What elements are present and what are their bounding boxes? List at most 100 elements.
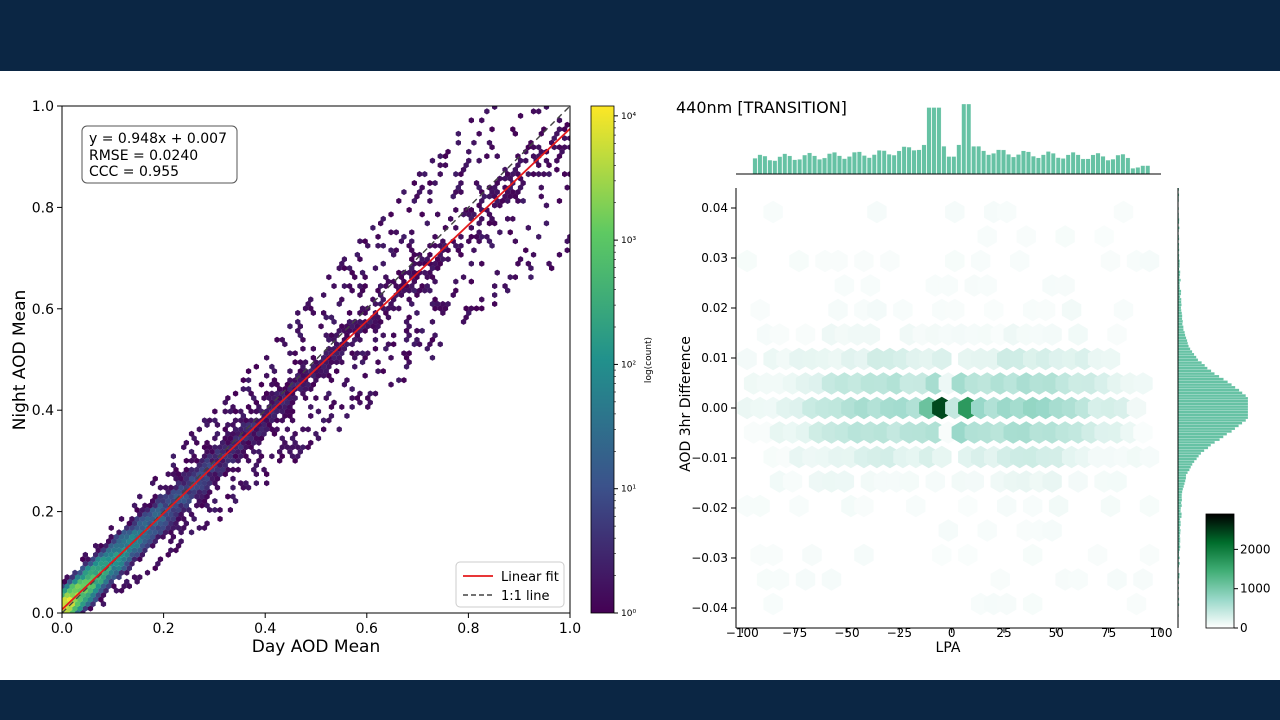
hexbin-cell xyxy=(62,601,65,608)
stats-ccc: CCC = 0.955 xyxy=(89,164,179,180)
top-hist-bar xyxy=(837,155,842,175)
top-hist-bar xyxy=(1130,168,1136,175)
hexbin-cell xyxy=(222,471,228,478)
hexbin-cell xyxy=(69,592,75,599)
right-y-tick-label: 0.03 xyxy=(701,251,728,265)
hexbin-cell xyxy=(473,305,480,312)
hexbin-cell xyxy=(212,417,218,424)
hexbin-cell xyxy=(227,435,233,442)
hexbin-cell xyxy=(997,200,1017,224)
side-hist-bar xyxy=(1177,325,1184,329)
side-hist-bar xyxy=(1177,380,1228,384)
hexbin-cell xyxy=(821,568,842,591)
hexbin-cell xyxy=(194,493,200,500)
hexbin-cell xyxy=(282,412,288,419)
hexbin-cell xyxy=(129,524,135,531)
hexbin-cell xyxy=(375,287,381,294)
hexbin-cell xyxy=(336,265,342,272)
hexbin-cell xyxy=(453,206,459,213)
hexbin-cell xyxy=(207,506,213,513)
hexbin-cell xyxy=(326,372,332,379)
side-hist-bar xyxy=(1177,410,1249,414)
hexbin-cell xyxy=(372,318,379,325)
hexbin-cell xyxy=(1094,225,1114,248)
hexbin-cell xyxy=(932,347,952,371)
hexbin-cell xyxy=(108,542,114,549)
hexbin-cell xyxy=(72,605,78,612)
hexbin-cell xyxy=(282,439,288,446)
hexbin-cell xyxy=(541,171,547,178)
hexbin-cell xyxy=(181,471,187,478)
hexbin-cell xyxy=(103,587,109,594)
hexbin-cell xyxy=(64,609,70,613)
hexbin-cell xyxy=(103,560,109,567)
hexbin-cell xyxy=(181,524,187,531)
hexbin-cell xyxy=(494,189,500,196)
hexbin-cell xyxy=(528,274,534,281)
hexbin-cell xyxy=(476,202,482,209)
top-hist-bar xyxy=(946,156,952,175)
hexbin-cell xyxy=(945,200,965,224)
hexbin-cell xyxy=(69,574,75,581)
hexbin-cell xyxy=(502,175,508,182)
hexbin-cell xyxy=(362,274,368,281)
hexbin-cell xyxy=(214,475,221,482)
hexbin-cell xyxy=(893,298,913,322)
side-hist-bar xyxy=(1177,330,1185,334)
hexbin-cell xyxy=(248,444,254,451)
hexbin-cell xyxy=(380,242,386,249)
hexbin-cell xyxy=(64,592,70,599)
hexbin-cell xyxy=(204,439,210,446)
hexbin-cell xyxy=(100,556,107,563)
hexbin-cell xyxy=(468,305,474,312)
hexbin-cell xyxy=(207,471,213,478)
hexbin-cell xyxy=(938,274,958,297)
top-hist-bar xyxy=(1085,158,1091,175)
hexbin-cell xyxy=(497,175,503,182)
hexbin-cell xyxy=(1042,470,1062,493)
hexbin-cell xyxy=(77,578,83,585)
hexbin-cell xyxy=(209,448,215,455)
hexbin-cell xyxy=(292,350,298,357)
hexbin-cell xyxy=(225,466,231,473)
hexbin-cell xyxy=(510,171,516,178)
hexbin-cell xyxy=(183,457,189,464)
hexbin-cell xyxy=(471,211,477,218)
hexbin-cell xyxy=(238,453,244,460)
hexbin-cell xyxy=(460,318,467,325)
hexbin-cell xyxy=(173,520,179,527)
hexbin-cell xyxy=(160,498,166,505)
hexbin-cell xyxy=(95,556,101,563)
hexbin-cell xyxy=(1055,225,1075,248)
hexbin-cell xyxy=(349,323,355,330)
stats-box-frame xyxy=(81,125,238,184)
hexbin-cell xyxy=(336,354,342,361)
side-hist-bar xyxy=(1177,388,1240,392)
hexbin-cell xyxy=(178,484,184,491)
hexbin-cell xyxy=(258,435,265,442)
hexbin-cell xyxy=(134,542,140,549)
legend-one-to-one-label: 1:1 line xyxy=(501,589,550,604)
hexbin-cell xyxy=(62,592,65,599)
hexbin-cell xyxy=(287,377,293,384)
top-hist-bar xyxy=(782,153,788,175)
hexbin-cell xyxy=(507,175,513,182)
right-x-tick-label: 25 xyxy=(996,626,1011,640)
hexbin-cell xyxy=(370,224,376,231)
hexbin-cell xyxy=(258,381,265,388)
hexbin-cell xyxy=(124,560,130,567)
hexbin-cell xyxy=(362,372,368,379)
hexbin-cell xyxy=(453,287,459,294)
hexbin-cell xyxy=(274,408,280,415)
hexbin-cell xyxy=(507,193,513,200)
hexbin-cell xyxy=(489,144,495,151)
hexbin-cell xyxy=(536,108,542,115)
hexbin-cell xyxy=(82,578,88,585)
hexbin-cell xyxy=(442,305,449,312)
side-hist-bar xyxy=(1177,512,1182,516)
hexbin-cell xyxy=(403,354,410,361)
hexbin-cell xyxy=(562,135,568,142)
hexbin-cell xyxy=(300,345,306,352)
hexbin-cell xyxy=(463,162,469,169)
hexbin-cell xyxy=(448,215,454,222)
